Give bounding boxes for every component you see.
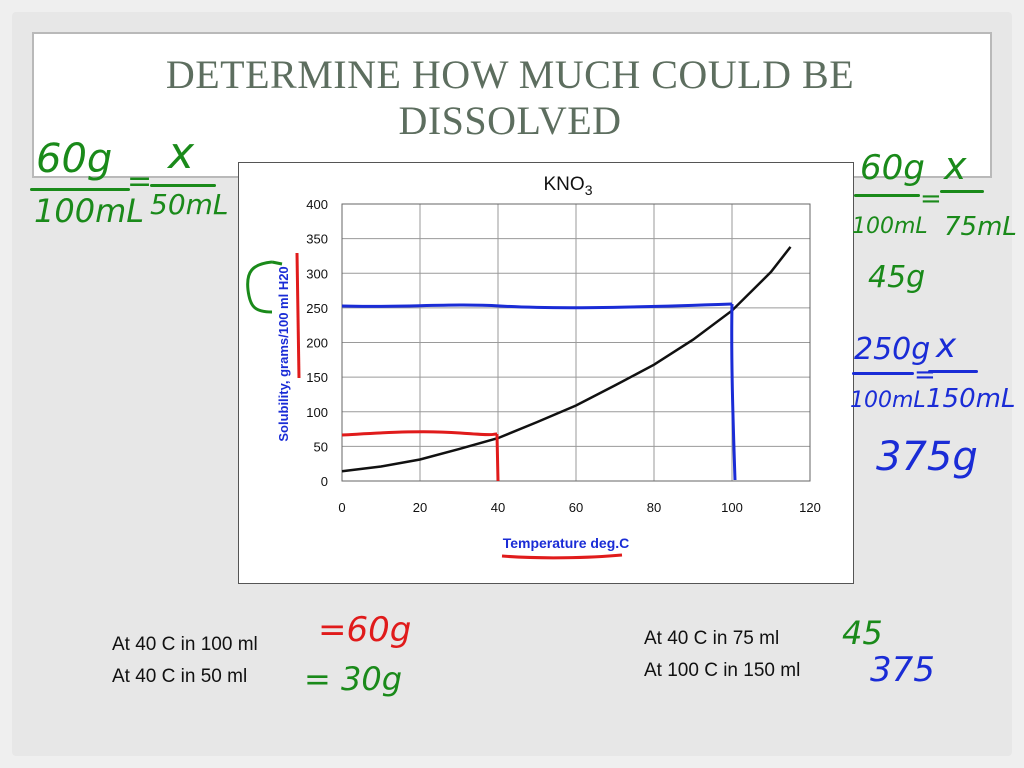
hw-right-eq2-bar2 bbox=[928, 370, 978, 373]
y-tick-label: 150 bbox=[306, 370, 328, 385]
y-tick-label: 400 bbox=[306, 197, 328, 212]
x-axis-label: Temperature deg.C bbox=[503, 535, 630, 551]
plot-border bbox=[341, 203, 811, 482]
solubility-chart: 0 20 40 60 80 100 120050100150200250300350400 … bbox=[276, 174, 821, 551]
x-tick-label: 120 bbox=[799, 500, 821, 515]
note-right-line1-answer: 45 bbox=[842, 614, 883, 652]
y-tick-label: 100 bbox=[306, 405, 328, 420]
y-tick-label: 0 bbox=[321, 474, 328, 489]
hw-left-numerator2: x bbox=[168, 128, 195, 179]
y-tick-label: 350 bbox=[306, 232, 328, 247]
hw-left-denominator2: 50mL bbox=[150, 188, 229, 221]
hw-left-fraction-bar1 bbox=[30, 188, 130, 191]
note-left-line2: At 40 C in 50 ml bbox=[112, 666, 248, 687]
y-tick-label: 300 bbox=[306, 266, 328, 281]
hw-right-eq1-bar2 bbox=[940, 190, 984, 193]
note-right-line2-answer: 375 bbox=[870, 650, 935, 690]
hw-right-eq2-numerator1: 250g bbox=[854, 332, 931, 367]
x-tick-label: 0 bbox=[338, 500, 345, 515]
chart-ticks: 0 20 40 60 80 100 120 0 50 100 150 200 250 300 350 400 bbox=[306, 197, 821, 515]
hw-right-eq1-result: 45g bbox=[868, 260, 926, 295]
hw-right-eq1-equals: = bbox=[920, 184, 942, 214]
note-left-line1-answer: =60g bbox=[318, 610, 412, 650]
hw-left-numerator1: 60g bbox=[36, 136, 113, 182]
x-tick-label: 60 bbox=[569, 500, 583, 515]
x-tick-label: 100 bbox=[721, 500, 743, 515]
hw-right-eq1-denominator1: 100mL bbox=[852, 214, 928, 239]
hw-right-eq2-numerator2: x bbox=[936, 326, 957, 366]
hw-right-eq1-numerator1: 60g bbox=[860, 148, 925, 188]
hw-right-eq2-denominator1: 100mL bbox=[850, 388, 926, 413]
y-tick-label: 250 bbox=[306, 301, 328, 316]
note-right-line1: At 40 C in 75 ml bbox=[644, 628, 780, 649]
note-left-line2-answer: = 30g bbox=[304, 660, 403, 698]
x-tick-label: 40 bbox=[491, 500, 505, 515]
hw-right-eq2-equals: = bbox=[914, 360, 936, 390]
hw-left-equals: = bbox=[127, 164, 153, 199]
chart-frame bbox=[238, 162, 854, 584]
solubility-curve bbox=[341, 246, 792, 473]
hw-right-eq1-bar1 bbox=[854, 194, 920, 197]
title-panel bbox=[42, 40, 982, 170]
y-tick-label: 200 bbox=[306, 336, 328, 351]
y-axis-label: Solubility, grams/100 ml H20 bbox=[276, 266, 291, 441]
hw-left-denominator1: 100mL bbox=[34, 192, 145, 230]
hw-right-eq2-bar1 bbox=[852, 372, 914, 375]
note-right-line2: At 100 C in 150 ml bbox=[644, 660, 801, 681]
chart-axes bbox=[341, 203, 811, 482]
hw-right-eq2-result: 375g bbox=[876, 434, 978, 480]
x-tick-label: 20 bbox=[413, 500, 427, 515]
page-title: DETERMINE HOW MUCH COULD BE DISSOLVED bbox=[165, 52, 855, 143]
chart-title: KNO3 bbox=[544, 174, 593, 198]
note-left-line1: At 40 C in 100 ml bbox=[112, 634, 258, 655]
curve-points bbox=[341, 246, 791, 472]
hw-right-eq2-denominator2: 150mL bbox=[926, 384, 1016, 414]
x-tick-label: 80 bbox=[647, 500, 661, 515]
hw-right-eq1-denominator2: 75mL bbox=[944, 212, 1017, 242]
hw-right-eq1-numerator2: x bbox=[944, 144, 967, 188]
hw-left-fraction-bar2 bbox=[150, 184, 216, 187]
chart-grid bbox=[341, 203, 811, 482]
y-tick-label: 50 bbox=[314, 439, 328, 454]
